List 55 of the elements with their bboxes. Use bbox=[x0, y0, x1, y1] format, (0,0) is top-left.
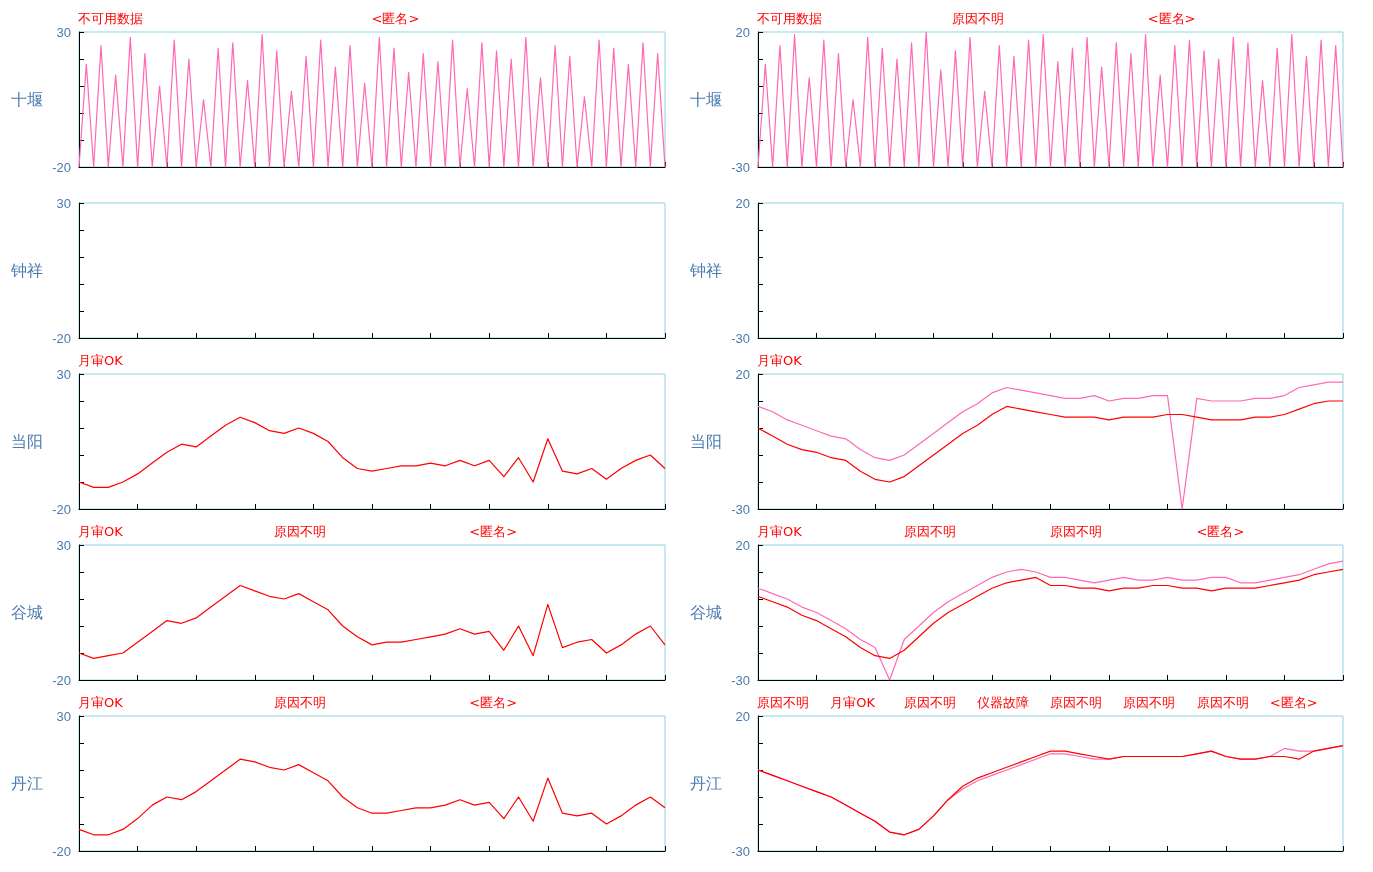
y-tick-label: -20 bbox=[52, 330, 71, 346]
text: 原因不明 bbox=[903, 524, 956, 539]
y-tick-label: -20 bbox=[52, 843, 71, 859]
y-tick-label: -30 bbox=[731, 159, 750, 175]
y-tick-label: 30 bbox=[56, 195, 71, 211]
y-tick-label: 20 bbox=[735, 24, 750, 40]
y-tick-label: -30 bbox=[731, 501, 750, 517]
y-tick-label: 20 bbox=[735, 708, 750, 724]
y-axis-title: 当阳 bbox=[11, 432, 43, 451]
y-tick-label: -20 bbox=[52, 672, 71, 688]
text: <匿名> bbox=[1147, 11, 1196, 26]
y-axis-title: 谷城 bbox=[690, 603, 722, 622]
y-axis-title: 丹江 bbox=[690, 774, 722, 793]
text: 仪器故障 bbox=[976, 695, 1029, 710]
text: 原因不明 bbox=[952, 11, 1005, 26]
text: 月审OK bbox=[757, 524, 803, 539]
text: 原因不明 bbox=[1123, 695, 1176, 710]
text: <匿名> bbox=[469, 695, 518, 710]
text: 原因不明 bbox=[1050, 695, 1102, 710]
y-tick-label: -30 bbox=[731, 843, 750, 859]
y-tick-label: 20 bbox=[735, 366, 750, 382]
text: 原因不明 bbox=[757, 695, 809, 710]
text: 不可用数据 bbox=[757, 11, 822, 26]
text: 月审OK bbox=[78, 524, 124, 539]
y-axis-title: 丹江 bbox=[11, 774, 43, 793]
y-tick-label: 20 bbox=[735, 537, 750, 553]
text: <匿名> bbox=[1196, 524, 1245, 539]
text: <匿名> bbox=[371, 11, 420, 26]
y-tick-label: -20 bbox=[52, 159, 71, 175]
text: 原因不明 bbox=[1050, 524, 1102, 539]
text: 月审OK bbox=[78, 695, 124, 710]
y-axis-title: 钟祥 bbox=[689, 261, 722, 280]
text: 月审OK bbox=[78, 353, 124, 368]
text: <匿名> bbox=[469, 524, 518, 539]
y-axis-title: 当阳 bbox=[690, 432, 722, 451]
y-tick-label: 20 bbox=[735, 195, 750, 211]
text: <匿名> bbox=[1269, 695, 1318, 710]
y-axis-title: 十堰 bbox=[11, 90, 43, 109]
text: 不可用数据 bbox=[78, 11, 143, 26]
y-tick-label: 30 bbox=[56, 708, 71, 724]
y-axis-title: 钟祥 bbox=[10, 261, 43, 280]
text: 原因不明 bbox=[903, 695, 956, 710]
text: 原因不明 bbox=[273, 524, 326, 539]
text: 原因不明 bbox=[273, 695, 326, 710]
y-tick-label: -30 bbox=[731, 672, 750, 688]
text: 月审OK bbox=[757, 353, 803, 368]
y-tick-label: -30 bbox=[731, 330, 750, 346]
y-tick-label: 30 bbox=[56, 24, 71, 40]
y-tick-label: 30 bbox=[56, 537, 71, 553]
text: 原因不明 bbox=[1196, 695, 1249, 710]
text: 月审OK bbox=[830, 695, 876, 710]
y-axis-title: 十堰 bbox=[690, 90, 722, 109]
y-tick-label: -20 bbox=[52, 501, 71, 517]
y-axis-title: 谷城 bbox=[11, 603, 43, 622]
y-tick-label: 30 bbox=[56, 366, 71, 382]
